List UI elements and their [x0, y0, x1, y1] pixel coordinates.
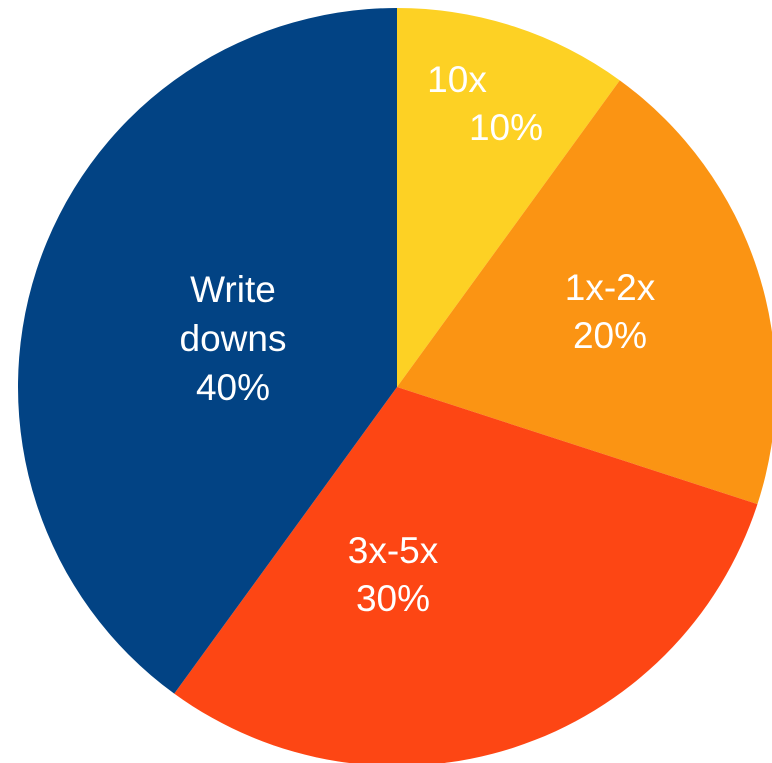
pie-slice-label-line: Write — [190, 269, 276, 310]
pie-slice-1 — [397, 8, 620, 387]
pie-labels: 10x 10%1x-2x 20%3x-5x 30%Write downs 40% — [180, 59, 656, 619]
pie-slice-label-4: Write downs 40% — [180, 269, 287, 408]
pie-slice-label-line: 20% — [573, 315, 647, 356]
pie-slice-4 — [17, 8, 398, 694]
pie-slice-3 — [174, 387, 758, 763]
pie-slice-label-line: 30% — [356, 578, 430, 619]
pie-slice-label-line: downs — [180, 318, 287, 359]
pie-slice-label-3: 3x-5x 30% — [348, 530, 439, 619]
pie-slice-label-1: 10x 10% — [427, 59, 543, 148]
pie-slice-label-line: 40% — [196, 367, 270, 408]
pie-slice-label-line: 1x-2x — [565, 267, 656, 308]
pie-slice-label-line: 3x-5x — [348, 530, 439, 571]
pie-slice-label-line: 10x — [427, 59, 487, 100]
pie-slice-2 — [397, 80, 772, 505]
pie-slices — [17, 8, 772, 763]
pie-slice-label-line: 10% — [469, 107, 543, 148]
pie-slice-label-2: 1x-2x 20% — [565, 267, 656, 356]
